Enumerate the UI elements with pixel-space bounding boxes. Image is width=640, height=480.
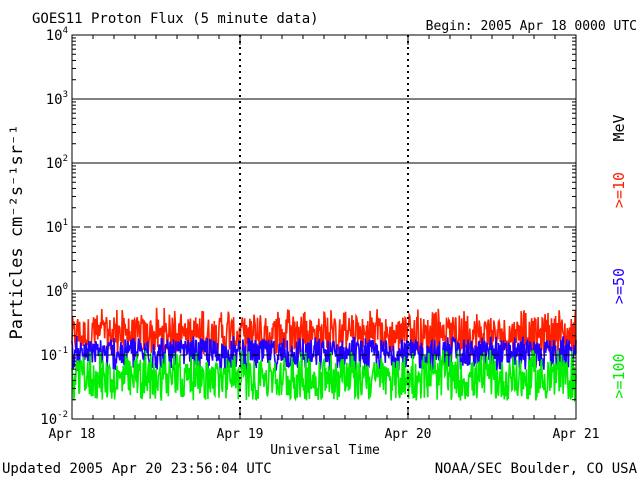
chart-title: GOES11 Proton Flux (5 minute data) [32,11,319,27]
begin-time: Begin: 2005 Apr 18 0000 UTC [426,19,637,34]
y-tick-label: 102 [46,154,68,172]
x-tick-label: Apr 20 [385,427,432,442]
plot-area: 10-2 10-1 100 101 102 103 104 Apr 18 Apr 19 Apr 2… [40,26,599,442]
legend-series-10: >=10 [610,172,628,208]
legend-unit: MeV [610,114,628,141]
y-tick-label: 104 [46,26,68,44]
y-tick-label: 100 [46,282,68,300]
legend-series-100: >=100 [610,353,628,398]
y-axis-label: Particles cm⁻²s⁻¹sr⁻¹ [7,125,27,340]
credit-text: NOAA/SEC Boulder, CO USA [435,461,638,477]
y-tick-label: 103 [46,90,68,108]
updated-text: Updated 2005 Apr 20 23:56:04 UTC [2,461,272,477]
x-axis-label: Universal Time [270,443,380,458]
series-line [71,349,577,403]
y-tick-label: 10-2 [40,410,68,428]
y-tick-label: 10-1 [40,346,68,364]
series-3 [71,349,577,403]
x-tick-label: Apr 18 [49,427,96,442]
legend: MeV >=10 >=50 >=100 [610,114,628,398]
legend-series-50: >=50 [610,268,628,304]
x-tick-label: Apr 21 [553,427,600,442]
y-tick-label: 101 [46,218,68,236]
x-tick-label: Apr 19 [217,427,264,442]
